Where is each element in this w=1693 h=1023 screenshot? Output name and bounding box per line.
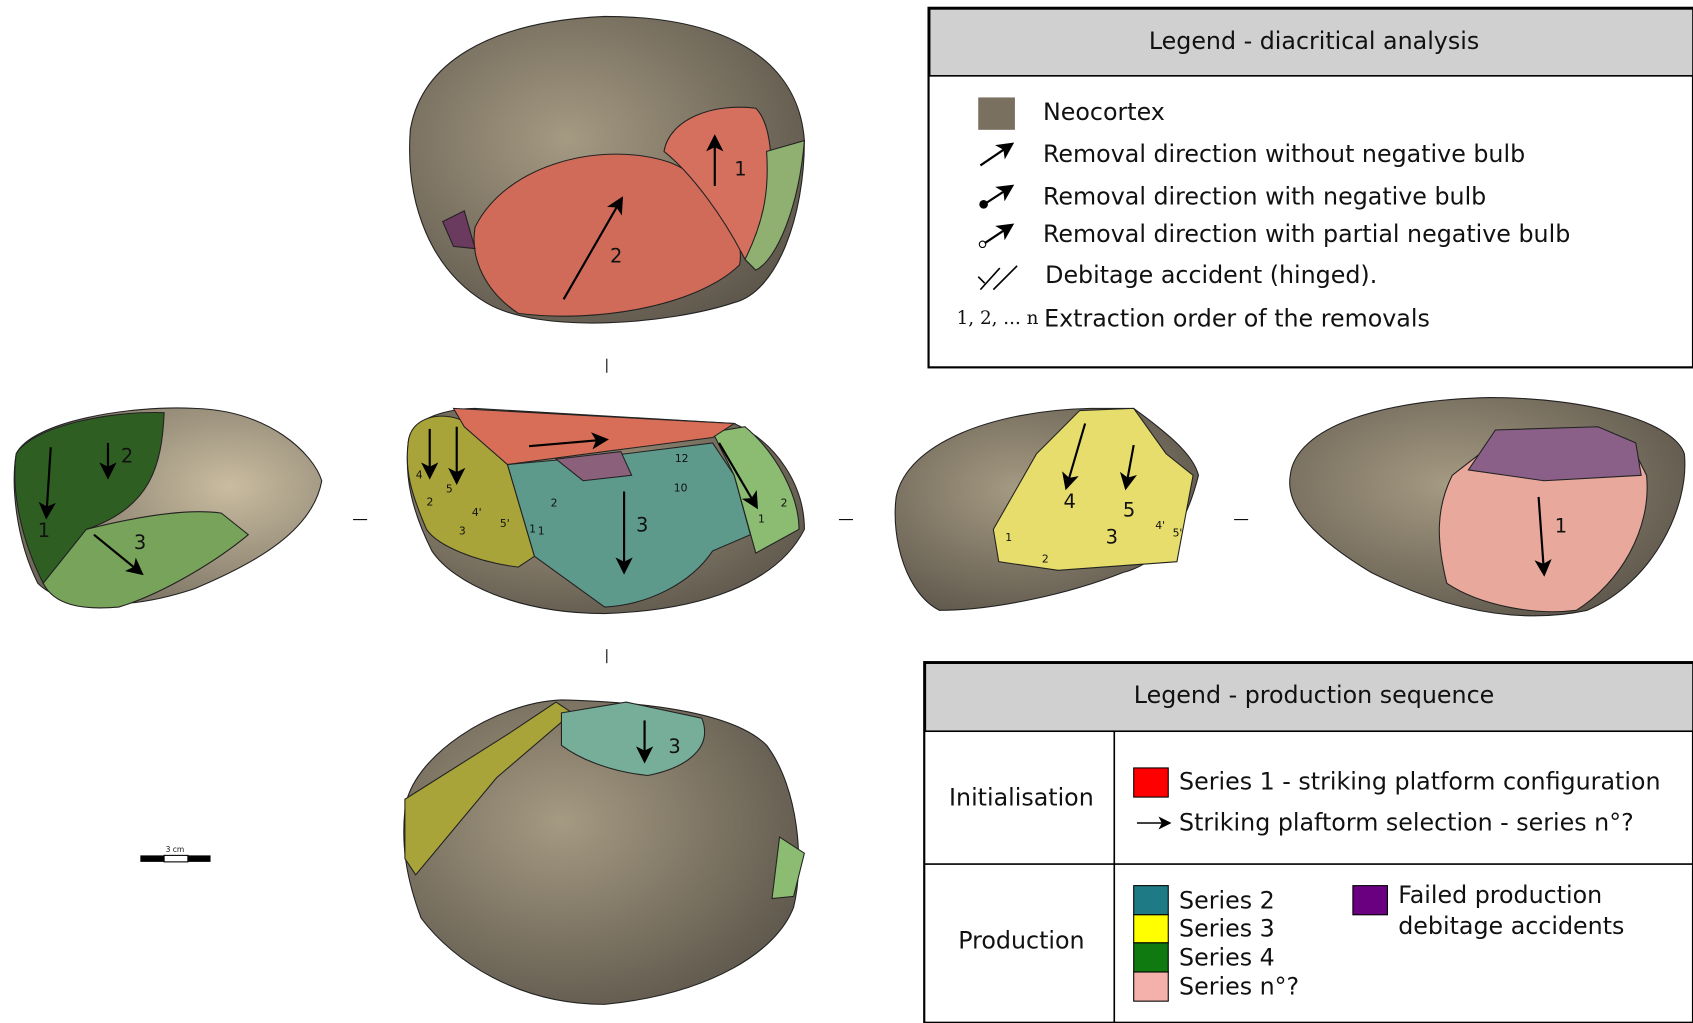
- left-view: 1 2 3: [13, 407, 323, 609]
- phase-label: Production: [958, 926, 1084, 954]
- removal-label: 1: [38, 519, 50, 542]
- order-symbol: 1, 2, ... n: [957, 308, 1039, 329]
- right-view: 4 5 3 4' 5' 1 2: [894, 407, 1200, 611]
- removal-label: 1: [758, 513, 765, 526]
- removal-label: 3: [636, 514, 648, 537]
- legend-item: Series 1 - striking platform configurati…: [1179, 768, 1660, 796]
- legend-item: Removal direction with negative bulb: [1043, 182, 1486, 210]
- removal-label: 5: [446, 482, 453, 495]
- legend-item: Neocortex: [1043, 98, 1165, 126]
- removal-label: 2: [610, 245, 622, 268]
- legend-item: Series 2: [1179, 886, 1275, 914]
- removal-label: 3: [459, 524, 466, 537]
- removal-label: 4: [1064, 490, 1076, 513]
- removal-label: 5': [1173, 527, 1183, 540]
- far-right-view: 1: [1289, 397, 1686, 617]
- removal-label: 4: [416, 468, 423, 481]
- removal-label: 4': [1155, 519, 1165, 532]
- removal-label: 2: [121, 444, 133, 467]
- legend-item: Removal direction with partial negative …: [1043, 220, 1570, 248]
- removal-label: 3: [1106, 525, 1118, 548]
- scale-bar: 3 cm: [140, 845, 211, 863]
- legend-title: Legend - production sequence: [1134, 681, 1494, 709]
- removal-label: 5': [500, 517, 510, 530]
- legend-item: debitage accidents: [1398, 912, 1624, 940]
- center-view: 4 5 4' 5' 3 2 1 3 2 1 12 10 1 2: [406, 407, 805, 615]
- removal-label: 1: [734, 157, 746, 180]
- top-view: 1 2: [409, 15, 805, 324]
- removal-label: 3: [668, 735, 680, 758]
- bottom-view: 3: [403, 699, 806, 1005]
- legend-title: Legend - diacritical analysis: [1149, 27, 1479, 55]
- removal-label: 1: [1555, 515, 1567, 538]
- removal-label: 3: [134, 531, 146, 554]
- legend-item: Series 4: [1179, 944, 1275, 972]
- phase-label: Initialisation: [949, 784, 1094, 812]
- removal-label: 2: [1042, 553, 1049, 566]
- removal-label: 2: [426, 495, 433, 508]
- removal-label: 4': [472, 506, 482, 519]
- removal-label: 2: [551, 496, 558, 509]
- legend-item: Extraction order of the removals: [1044, 304, 1430, 332]
- neocortex-swatch: [978, 97, 1015, 130]
- removal-label: 12: [675, 452, 689, 465]
- legend-item: Series n°?: [1179, 973, 1299, 1001]
- removal-label: 5: [1123, 498, 1135, 521]
- legend-item: Removal direction without negative bulb: [1043, 140, 1525, 168]
- diacritical-legend: Legend - diacritical analysis Neocortex …: [927, 6, 1693, 369]
- legend-item: Debitage accident (hinged).: [1045, 261, 1377, 289]
- removal-label: 1: [538, 524, 545, 537]
- legend-item: Failed production: [1398, 881, 1602, 909]
- legend-item: Series 3: [1179, 914, 1275, 942]
- removal-label: 2: [781, 496, 788, 509]
- production-legend: Legend - production sequence Initialisat…: [923, 661, 1693, 1023]
- scale-label: 3 cm: [166, 845, 185, 854]
- removal-label: 1: [1005, 531, 1012, 544]
- removal-label: 1: [529, 522, 536, 535]
- removal-label: 10: [674, 481, 688, 494]
- legend-item: Striking plaftorm selection - series n°?: [1179, 809, 1634, 837]
